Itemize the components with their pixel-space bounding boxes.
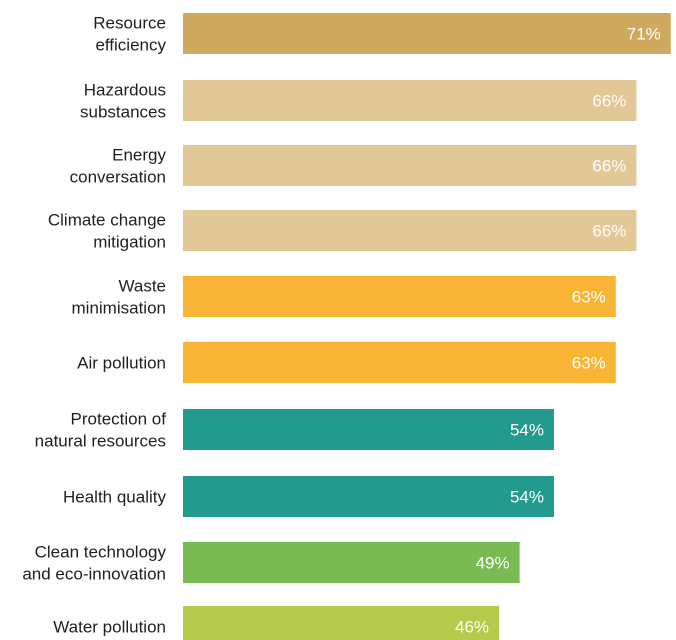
category-label-6-line-1: Air pollution bbox=[77, 354, 166, 373]
category-label-7-line-1: Protection of bbox=[71, 410, 167, 429]
category-label-1-line-1: Resource bbox=[93, 14, 166, 33]
bar-1 bbox=[183, 13, 671, 54]
category-label-7-line-2: natural resources bbox=[35, 432, 166, 451]
category-label-4-line-2: mitigation bbox=[93, 233, 166, 252]
value-label-1: 71% bbox=[627, 25, 661, 44]
value-label-6: 63% bbox=[572, 354, 606, 373]
bar-5 bbox=[183, 276, 616, 317]
bar-2 bbox=[183, 80, 637, 121]
category-label-3-line-2: conversation bbox=[70, 168, 166, 187]
bar-4 bbox=[183, 210, 637, 251]
bar-3 bbox=[183, 145, 637, 186]
bar-10 bbox=[183, 606, 500, 640]
category-label-9-line-2: and eco-innovation bbox=[22, 565, 166, 584]
value-label-9: 49% bbox=[476, 554, 510, 573]
value-label-3: 66% bbox=[592, 157, 626, 176]
category-label-3-line-1: Energy bbox=[112, 146, 166, 165]
bars-group: 71% Resource efficiency 66% Hazardous substan… bbox=[22, 13, 671, 640]
category-label-10-line-1: Water pollution bbox=[53, 618, 166, 637]
value-label-5: 63% bbox=[572, 288, 606, 307]
category-label-8-line-1: Health quality bbox=[63, 488, 167, 507]
category-label-1-line-2: efficiency bbox=[95, 36, 166, 55]
value-label-2: 66% bbox=[592, 92, 626, 111]
bar-6 bbox=[183, 342, 616, 383]
category-label-5-line-1: Waste bbox=[118, 277, 166, 296]
value-label-8: 54% bbox=[510, 488, 544, 507]
bar-7 bbox=[183, 409, 554, 450]
value-label-7: 54% bbox=[510, 421, 544, 440]
category-label-2-line-1: Hazardous bbox=[84, 81, 166, 100]
bar-8 bbox=[183, 476, 554, 517]
category-label-4-line-1: Climate change bbox=[48, 211, 166, 230]
value-label-4: 66% bbox=[592, 222, 626, 241]
category-label-9-line-1: Clean technology bbox=[35, 543, 167, 562]
category-label-5-line-2: minimisation bbox=[72, 299, 166, 318]
value-label-10: 46% bbox=[455, 618, 489, 637]
category-label-2-line-2: substances bbox=[80, 103, 166, 122]
bar-9 bbox=[183, 542, 520, 583]
